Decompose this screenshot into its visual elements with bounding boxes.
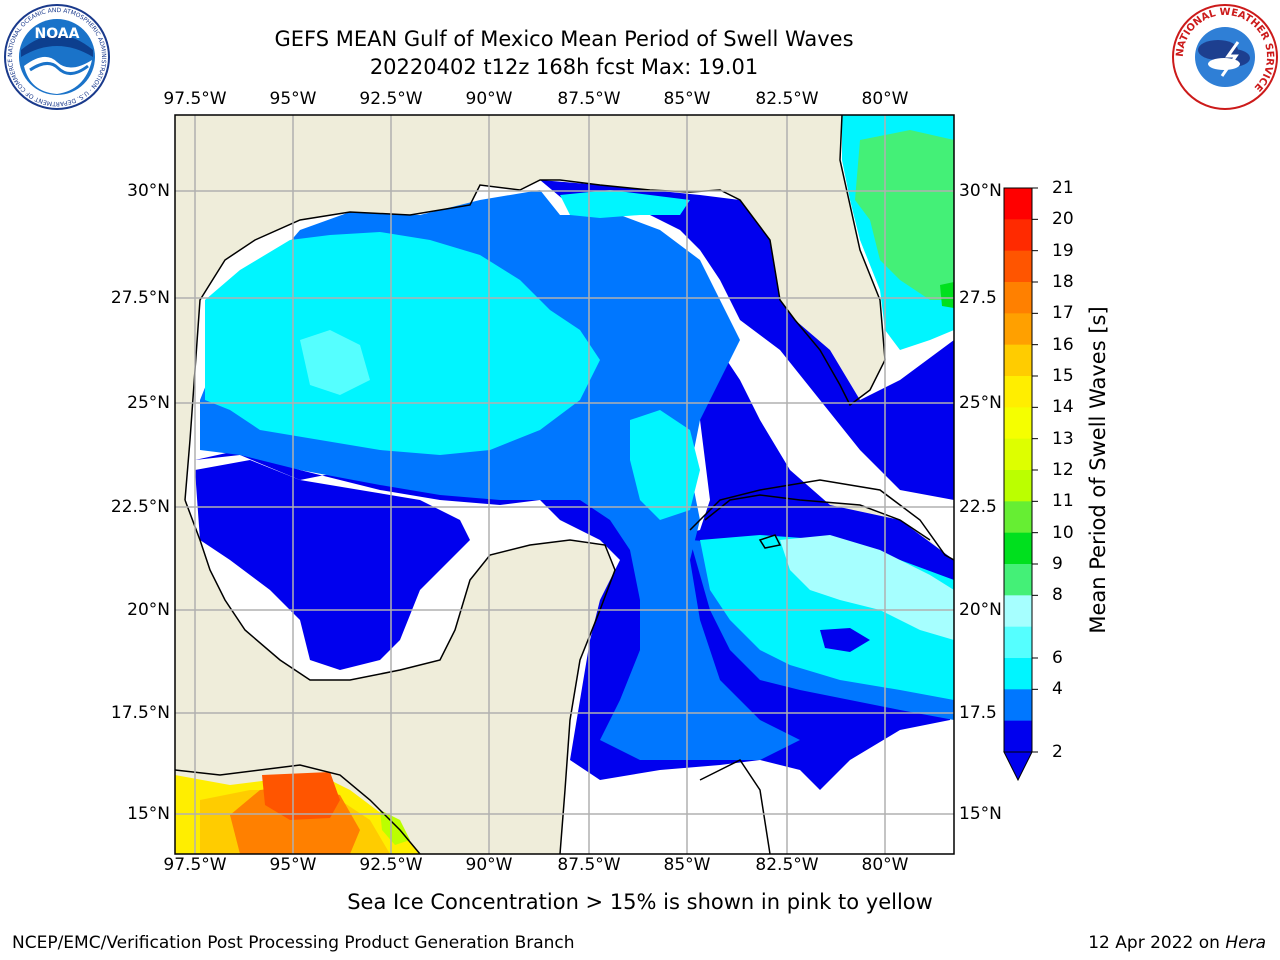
lon-tick-bottom: 85°W [663, 855, 711, 875]
lat-tick-right: 30°N [959, 181, 1002, 201]
colorbar-tick-label: 18 [1052, 272, 1074, 292]
lon-tick-bottom: 87.5°W [557, 855, 621, 875]
lat-tick-right: 27.5 [959, 288, 997, 308]
colorbar-tick-label: 19 [1052, 240, 1074, 261]
swell-band-6-8-north [560, 190, 690, 218]
footer-credit: NCEP/EMC/Verification Post Processing Pr… [12, 933, 575, 953]
colorbar-segment [1004, 658, 1032, 690]
graticule [175, 115, 954, 854]
colorbar-tick-label: 12 [1052, 460, 1074, 480]
map-title: GEFS MEAN Gulf of Mexico Mean Period of … [274, 27, 854, 51]
colorbar-segment [1004, 407, 1032, 440]
colorbar-segment [1004, 188, 1032, 220]
colorbar-tick-label: 10 [1052, 522, 1074, 543]
lat-tick-right: 22.5 [959, 497, 997, 517]
colorbar-tick-label: 6 [1052, 648, 1063, 668]
colorbar-segment [1004, 689, 1032, 722]
lon-tick-top: 90°W [465, 89, 513, 109]
colorbar-tick-label: 20 [1052, 209, 1074, 230]
colorbar-segment [1004, 313, 1032, 346]
colorbar-tick-label: 4 [1052, 679, 1063, 700]
lon-tick-top: 80°W [861, 89, 909, 109]
map-forecast-info: 20220402 t12z 168h fcst Max: 19.01 [369, 55, 759, 79]
colorbar-segment [1004, 501, 1032, 534]
colorbar-segment [1004, 282, 1032, 314]
colorbar-segment [1004, 376, 1032, 408]
map-frame [174, 114, 955, 855]
colorbar-extend-arrow [1003, 751, 1033, 782]
colorbar-segment [1004, 438, 1032, 471]
colorbar-tick-label: 9 [1052, 554, 1063, 574]
lon-tick-bottom: 90°W [465, 855, 513, 875]
colorbar-segment [1004, 626, 1032, 659]
colorbar-tick-label: 2 [1052, 742, 1063, 762]
swell-band-6-8 [205, 232, 600, 455]
colorbar-tick-label: 11 [1052, 491, 1074, 512]
swell-band-2-4b [540, 180, 954, 500]
lon-tick-top: 92.5°W [359, 89, 423, 109]
colorbar-segment [1004, 720, 1032, 753]
lat-tick-left: 27.5°N [110, 288, 170, 308]
lat-tick-left: 25°N [127, 393, 170, 413]
swell-band-9-10 [855, 130, 954, 300]
lat-tick-left: 30°N [127, 181, 170, 201]
lat-tick-left: 20°N [127, 600, 170, 620]
colorbar-segment [1004, 470, 1032, 502]
lon-tick-top: 85°W [663, 89, 711, 109]
colorbar-segment [1004, 250, 1032, 283]
footer-date: 12 Apr 2022 on Hera [1088, 933, 1266, 953]
sea-ice-note: Sea Ice Concentration > 15% is shown in … [347, 890, 933, 914]
colorbar-tick-label: 21 [1052, 178, 1074, 198]
lon-tick-bottom: 92.5°W [359, 855, 423, 875]
colorbar-label: Mean Period of Swell Waves [s] [1086, 306, 1110, 634]
footer-host: Hera [1225, 933, 1266, 953]
swell-pocket-dark [820, 628, 870, 652]
swell-band-8-9 [780, 535, 954, 640]
footer-date-text: 12 Apr 2022 on [1088, 933, 1226, 953]
colorbar [1003, 187, 1038, 782]
nws-logo: NATIONAL WEATHER SERVICE [1172, 4, 1278, 110]
lon-tick-top: 82.5°W [755, 89, 819, 109]
colorbar-tick-label: 15 [1052, 366, 1074, 386]
lat-tick-right: 17.5 [959, 703, 997, 723]
lat-tick-right: 15°N [959, 804, 1002, 824]
lat-tick-left: 17.5°N [110, 703, 170, 723]
lon-tick-bottom: 95°W [269, 855, 317, 875]
noaa-logo: NATIONAL OCEANIC AND ATMOSPHERIC ADMINIS… [4, 4, 110, 110]
lat-tick-left: 22.5°N [110, 497, 170, 517]
lon-tick-top: 87.5°W [557, 89, 621, 109]
swell-band-6-8-center [630, 410, 700, 520]
colorbar-segment [1004, 344, 1032, 377]
colorbar-segment [1004, 532, 1032, 565]
colorbar-tick-label: 16 [1052, 334, 1074, 355]
map-panel [175, 115, 954, 854]
noaa-logo-text: NOAA [35, 26, 80, 42]
swell-field [195, 115, 954, 790]
swell-band-8-9-west [300, 330, 370, 395]
colorbar-segment [1004, 564, 1032, 596]
swell-band-west-dark [195, 460, 470, 670]
colorbar-segment [1004, 219, 1032, 252]
lon-tick-top: 97.5°W [163, 89, 227, 109]
lon-tick-top: 95°W [269, 89, 317, 109]
lat-tick-right: 25°N [959, 393, 1002, 413]
lon-tick-bottom: 97.5°W [163, 855, 227, 875]
lon-tick-bottom: 82.5°W [755, 855, 819, 875]
lon-tick-bottom: 80°W [861, 855, 909, 875]
lat-tick-right: 20°N [959, 600, 1002, 620]
swell-band-10-11 [940, 282, 954, 308]
lat-tick-left: 15°N [127, 804, 170, 824]
colorbar-tick-label: 17 [1052, 303, 1074, 324]
colorbar-segment [1004, 595, 1032, 628]
colorbar-tick-label: 14 [1052, 397, 1074, 418]
colorbar-tick-label: 8 [1052, 585, 1063, 606]
colorbar-tick-label: 13 [1052, 428, 1074, 449]
